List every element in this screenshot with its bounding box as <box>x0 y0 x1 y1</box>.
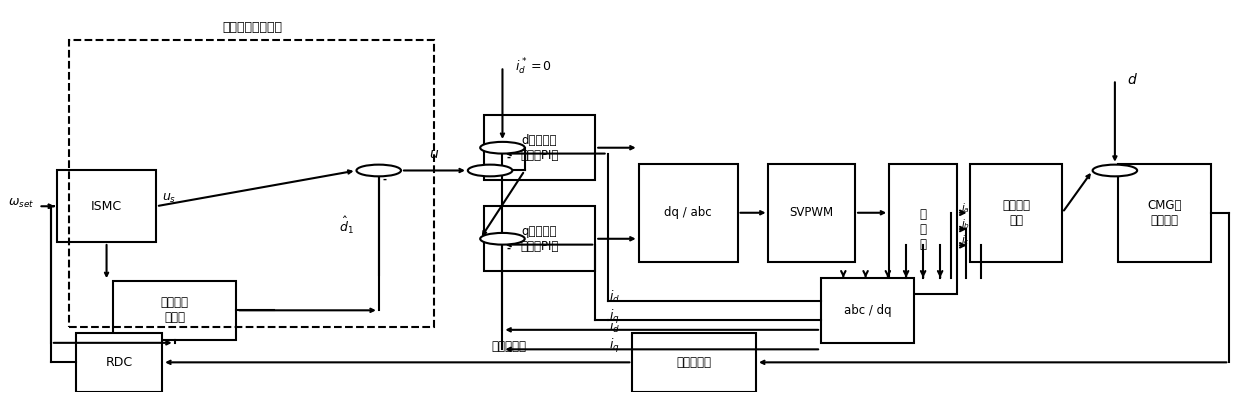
FancyBboxPatch shape <box>484 115 595 180</box>
FancyBboxPatch shape <box>632 333 756 391</box>
Text: 逆
变
器: 逆 变 器 <box>920 208 926 250</box>
Circle shape <box>356 165 401 176</box>
Text: $i_d$: $i_d$ <box>609 318 620 334</box>
Text: $i_b$: $i_b$ <box>961 217 970 231</box>
Text: q轴电流控
制器（PI）: q轴电流控 制器（PI） <box>521 225 559 253</box>
Text: -: - <box>507 243 511 253</box>
Text: dq / abc: dq / abc <box>665 206 712 219</box>
Text: +: + <box>486 165 495 175</box>
Circle shape <box>480 233 525 244</box>
Text: -: - <box>383 175 387 185</box>
FancyBboxPatch shape <box>57 171 156 242</box>
Text: SVPWM: SVPWM <box>790 206 833 219</box>
Text: $\hat{d}_1$: $\hat{d}_1$ <box>340 215 353 236</box>
Text: -: - <box>507 152 511 162</box>
Text: +: + <box>498 142 506 152</box>
FancyBboxPatch shape <box>1118 164 1210 261</box>
Text: RDC: RDC <box>105 356 133 369</box>
Text: $i_d$: $i_d$ <box>609 289 620 305</box>
Text: d轴电流控
制器（PI）: d轴电流控 制器（PI） <box>521 134 559 162</box>
Text: +: + <box>498 233 506 243</box>
FancyBboxPatch shape <box>76 333 162 391</box>
FancyBboxPatch shape <box>113 281 237 340</box>
Text: 旋转变压器: 旋转变压器 <box>677 356 712 369</box>
Text: $i_c$: $i_c$ <box>961 233 970 247</box>
Text: 永磁同步
电机: 永磁同步 电机 <box>1002 199 1030 227</box>
Text: $i_a$: $i_a$ <box>961 201 970 215</box>
Circle shape <box>467 165 512 176</box>
Text: 框架角速度: 框架角速度 <box>491 340 526 353</box>
Text: $u$: $u$ <box>429 147 439 161</box>
Text: ISMC: ISMC <box>91 200 122 213</box>
Text: $i_d^*=0$: $i_d^*=0$ <box>515 56 552 77</box>
FancyBboxPatch shape <box>821 278 914 343</box>
Text: 谐波干扰
估计器: 谐波干扰 估计器 <box>161 296 188 324</box>
FancyBboxPatch shape <box>484 206 595 271</box>
Text: $i_q$: $i_q$ <box>609 337 620 355</box>
Text: $u_s$: $u_s$ <box>162 191 176 205</box>
FancyBboxPatch shape <box>970 164 1063 261</box>
FancyBboxPatch shape <box>639 164 738 261</box>
Text: $i_q$: $i_q$ <box>609 308 620 326</box>
FancyBboxPatch shape <box>769 164 856 261</box>
Text: 速度环复合控制器: 速度环复合控制器 <box>222 21 281 34</box>
FancyBboxPatch shape <box>889 164 957 294</box>
Circle shape <box>480 142 525 154</box>
Text: abc / dq: abc / dq <box>843 304 892 317</box>
Text: $\omega_{set}$: $\omega_{set}$ <box>7 196 33 209</box>
Text: +: + <box>1111 165 1118 175</box>
Text: CMG框
架动力学: CMG框 架动力学 <box>1147 199 1182 227</box>
Circle shape <box>1092 165 1137 176</box>
Text: $d$: $d$ <box>1127 72 1138 87</box>
Text: +: + <box>374 165 383 175</box>
